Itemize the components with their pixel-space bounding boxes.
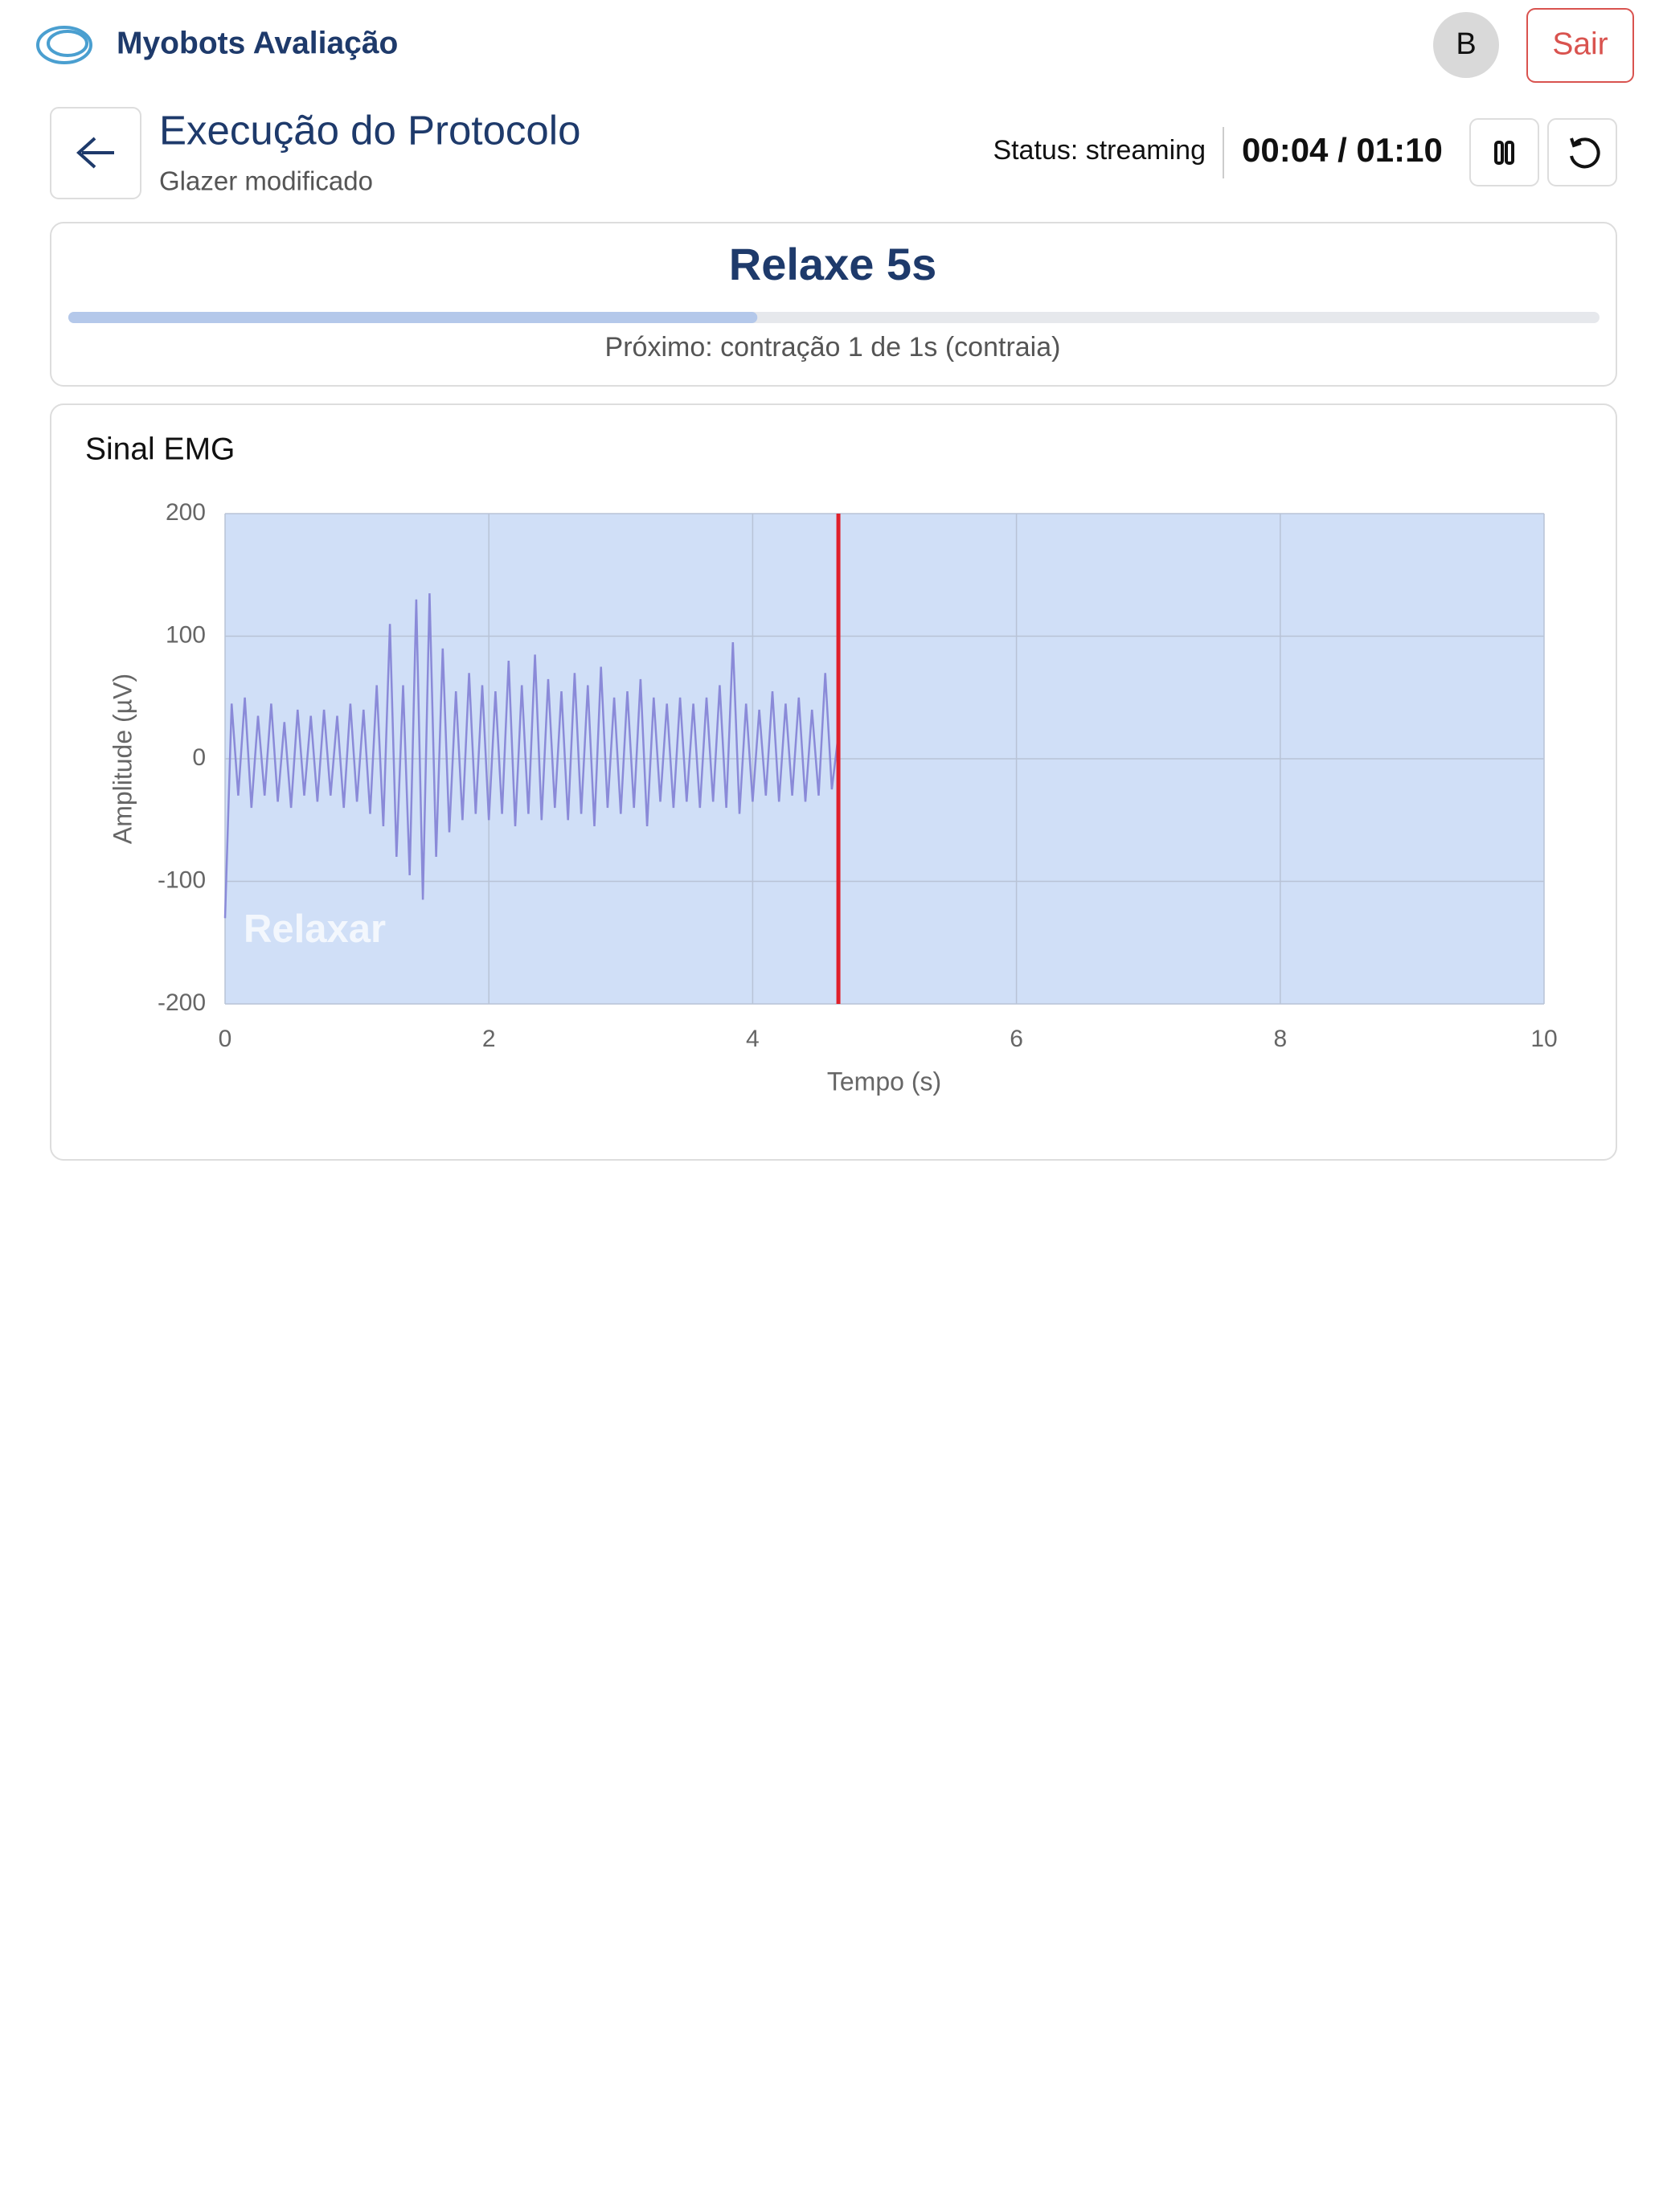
signal-line bbox=[223, 593, 840, 919]
page-title: Execução do Protocolo bbox=[159, 107, 581, 153]
x-tick-label: 4 bbox=[746, 1026, 760, 1052]
x-tick-label: 2 bbox=[482, 1026, 496, 1052]
page-subtitle: Glazer modificado bbox=[159, 166, 373, 196]
y-tick-label: 200 bbox=[166, 499, 206, 526]
x-tick-label: 6 bbox=[1010, 1026, 1023, 1052]
y-axis-label: Amplitude (µV) bbox=[108, 674, 137, 844]
x-tick-label: 8 bbox=[1273, 1026, 1287, 1052]
restart-icon bbox=[1570, 137, 1600, 169]
region-label: Relaxar bbox=[244, 907, 386, 951]
avatar[interactable] bbox=[1433, 12, 1499, 78]
back-icon bbox=[76, 137, 114, 169]
x-tick-label: 10 bbox=[1530, 1026, 1557, 1052]
logo bbox=[36, 26, 92, 64]
y-tick-label: -100 bbox=[158, 866, 206, 893]
y-tick-label: 0 bbox=[192, 744, 206, 771]
phase-card bbox=[50, 222, 1617, 387]
phase-next: Próximo: contração 1 de 1s (contraia) bbox=[605, 332, 1061, 363]
status: Status: streaming bbox=[993, 135, 1206, 166]
y-tick-label: 100 bbox=[166, 621, 206, 648]
phase-title: Relaxe 5s bbox=[729, 239, 936, 289]
logout-button[interactable] bbox=[1526, 8, 1634, 83]
pause-button[interactable] bbox=[1469, 118, 1539, 186]
x-axis-label: Tempo (s) bbox=[827, 1067, 941, 1096]
restart-button[interactable] bbox=[1547, 118, 1617, 186]
pause-icon bbox=[1494, 141, 1514, 165]
brand: Myobots Avaliação bbox=[117, 26, 398, 60]
chart-title: Sinal EMG bbox=[85, 432, 235, 466]
x-tick-label: 0 bbox=[219, 1026, 232, 1052]
y-tick-label: -200 bbox=[158, 989, 206, 1016]
avatar-letter: B bbox=[1456, 27, 1476, 61]
logout-label: Sair bbox=[1552, 27, 1608, 61]
timer: 00:04 / 01:10 bbox=[1242, 131, 1443, 169]
progress-fill bbox=[68, 312, 758, 323]
